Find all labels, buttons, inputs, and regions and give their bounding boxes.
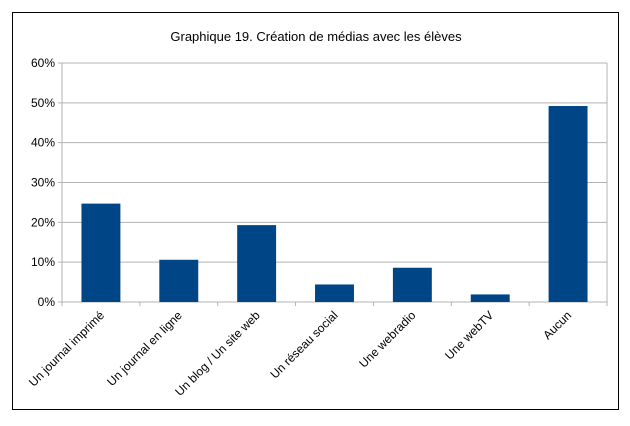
x-tick-label: Un blog / Un site web bbox=[172, 308, 263, 399]
x-tick-label: Un journal imprimé bbox=[26, 308, 107, 389]
bar bbox=[159, 259, 199, 302]
y-tick-label: 50% bbox=[31, 96, 55, 110]
x-tick-label: Un réseau social bbox=[268, 308, 341, 381]
y-tick-label: 60% bbox=[31, 56, 55, 70]
y-tick-label: 40% bbox=[31, 136, 55, 150]
x-tick-label: Aucun bbox=[540, 308, 574, 342]
bar bbox=[81, 203, 121, 302]
bar bbox=[237, 225, 277, 302]
y-tick-label: 10% bbox=[31, 255, 55, 269]
bar bbox=[470, 294, 510, 302]
y-tick-label: 30% bbox=[31, 176, 55, 190]
x-tick-label: Une webradio bbox=[356, 308, 418, 370]
x-tick-label: Un journal en ligne bbox=[104, 308, 185, 389]
chart-title: Graphique 19. Création de médias avec le… bbox=[170, 29, 462, 44]
bar bbox=[315, 284, 354, 302]
y-tick-label: 20% bbox=[31, 215, 55, 229]
bar bbox=[392, 267, 432, 302]
x-tick-label: Une webTV bbox=[442, 308, 496, 362]
bar bbox=[548, 106, 588, 303]
y-tick-label: 0% bbox=[38, 295, 56, 309]
chart-frame bbox=[12, 12, 619, 410]
